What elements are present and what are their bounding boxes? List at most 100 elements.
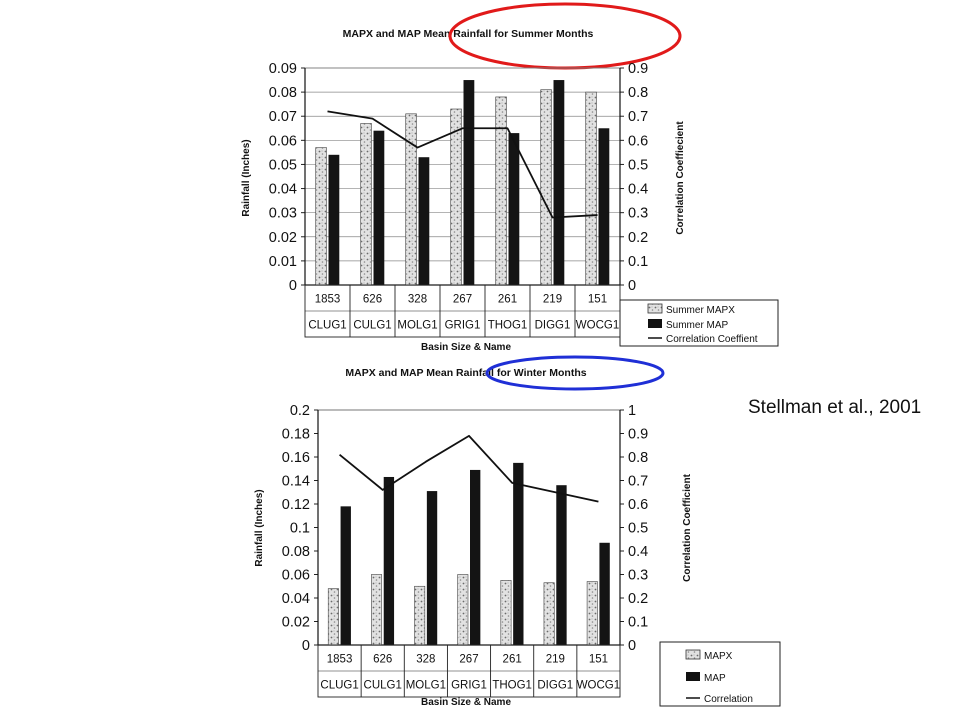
summer-basin-size-label: 626 [363, 294, 382, 306]
winter-bar-mapx [543, 582, 555, 646]
winter-bar-mapx [586, 581, 598, 646]
summer-correlation-line [327, 110, 598, 219]
winter-basin-name-label: CULG1 [364, 680, 402, 692]
summer-y2-tick-label: 0.3 [628, 206, 648, 222]
winter-chart: MAPX and MAP Mean Rainfall for Winter Mo… [254, 355, 781, 708]
summer-legend-mapx-swatch [647, 303, 663, 314]
winter-y-tick-label: 0.2 [290, 403, 310, 419]
winter-y2-tick-label: 0 [628, 638, 636, 654]
summer-basin-name-label: CULG1 [353, 320, 391, 332]
summer-basin-name-label: GRIG1 [445, 320, 481, 332]
summer-y2-tick-label: 0.6 [628, 133, 648, 149]
winter-y2-tick-label: 0.8 [628, 450, 648, 466]
summer-y-tick-label: 0.04 [269, 182, 297, 198]
winter-y-tick-label: 0 [302, 638, 310, 654]
summer-y2-axis-label: Correlation Coeffiecient [675, 121, 686, 235]
summer-y2-tick-label: 0.9 [628, 61, 648, 77]
summer-y-axis-label: Rainfall (Inches) [241, 139, 252, 216]
winter-plot-area: 0 0.02 0.04 0.06 0.08 0.1 0.12 0.14 0.16 0.18 0.2 0… [282, 403, 648, 698]
winter-legend-box [659, 641, 781, 707]
summer-legend-map-swatch [648, 319, 662, 328]
winter-y-tick-label: 0.18 [282, 427, 310, 443]
winter-bar-mapx [414, 585, 426, 646]
winter-chart-title: MAPX and MAP Mean Rainfall for Winter Mo… [345, 367, 586, 379]
summer-bar-map [328, 154, 340, 285]
winter-basin-name-label: CLUG1 [320, 680, 358, 692]
summer-y-tick-label: 0.02 [269, 230, 297, 246]
summer-x-axis-label: Basin Size & Name [421, 342, 511, 353]
summer-bar-mapx [585, 91, 597, 286]
winter-y2-tick-label: 0.2 [628, 591, 648, 607]
winter-basin-name-label: GRIG1 [451, 680, 487, 692]
summer-legend: Summer MAPX Summer MAP Correlation Coeff… [619, 299, 779, 347]
summer-basin-name-label: WOCG1 [576, 320, 619, 332]
winter-bar-map [556, 485, 567, 645]
summer-chart: MAPX and MAP Mean Rainfall for Summer Mo… [241, 2, 779, 353]
citation-text: Stellman et al., 2001 [748, 397, 922, 418]
summer-bar-mapx [540, 89, 552, 286]
winter-y2-tick-label: 0.9 [628, 427, 648, 443]
winter-y2-tick-label: 0.7 [628, 474, 648, 490]
winter-y-axis-label: Rainfall (Inches) [254, 489, 265, 566]
winter-basin-size-label: 151 [589, 654, 608, 666]
winter-legend: MAPX MAP Correlation [659, 641, 781, 707]
summer-bar-map [463, 80, 475, 285]
summer-bar-mapx [450, 108, 462, 286]
summer-bar-map [508, 133, 520, 285]
winter-bar-map [470, 469, 481, 645]
summer-basin-size-label: 219 [543, 294, 562, 306]
summer-chart-title: MAPX and MAP Mean Rainfall for Summer Mo… [343, 28, 594, 40]
summer-basin-name-label: DIGG1 [535, 320, 571, 332]
winter-legend-map-swatch [686, 672, 700, 681]
summer-basin-size-label: 151 [588, 294, 607, 306]
summer-bar-mapx [360, 123, 372, 286]
summer-y2-tick-label: 0 [628, 278, 636, 294]
winter-legend-mapx-label: MAPX [704, 651, 733, 662]
summer-plot-frame [304, 67, 621, 286]
winter-bar-map [383, 476, 395, 645]
summer-basin-name-label: CLUG1 [308, 320, 346, 332]
winter-bar-mapx [371, 574, 383, 646]
summer-basin-size-label: 267 [453, 294, 472, 306]
summer-legend-mapx-label: Summer MAPX [666, 305, 735, 316]
winter-y2-tick-label: 0.5 [628, 521, 648, 537]
summer-plot-area: 0 0.01 0.02 0.03 0.04 0.05 0.06 0.07 0.08 0.09 0 0.… [269, 61, 648, 338]
winter-legend-line-label: Correlation [704, 694, 753, 705]
winter-y2-tick-label: 1 [628, 403, 636, 419]
summer-bar-mapx [405, 113, 417, 286]
winter-y-tick-label: 0.12 [282, 497, 310, 513]
winter-y-tick-label: 0.16 [282, 450, 310, 466]
summer-y-tick-label: 0.05 [269, 157, 297, 173]
summer-y-tick-label: 0.01 [269, 254, 297, 270]
winter-basin-size-label: 626 [373, 654, 392, 666]
summer-basin-name-label: THOG1 [488, 320, 528, 332]
summer-bar-map [598, 128, 610, 285]
summer-basin-size-label: 328 [408, 294, 427, 306]
winter-legend-map-label: MAP [704, 673, 726, 684]
summer-y-tick-label: 0.08 [269, 85, 297, 101]
winter-bar-mapx [457, 574, 469, 646]
summer-y-tick-label: 0.07 [269, 109, 297, 125]
summer-basin-name-label: MOLG1 [397, 320, 437, 332]
winter-y2-tick-label: 0.4 [628, 544, 648, 560]
summer-y-tick-label: 0 [289, 278, 297, 294]
winter-y2-tick-label: 0.3 [628, 568, 648, 584]
summer-y2-tick-label: 0.2 [628, 230, 648, 246]
winter-highlight-ellipse [485, 355, 665, 391]
summer-basin-size-label: 261 [498, 294, 517, 306]
summer-y2-tick-label: 0.8 [628, 85, 648, 101]
summer-bar-mapx [495, 96, 507, 286]
winter-basin-name-label: DIGG1 [537, 680, 573, 692]
winter-y-tick-label: 0.14 [282, 474, 310, 490]
summer-bar-map [418, 157, 430, 285]
winter-basin-size-label: 1853 [327, 654, 353, 666]
winter-y-tick-label: 0.1 [290, 521, 310, 537]
winter-basin-size-label: 267 [459, 654, 478, 666]
summer-y-tick-label: 0.06 [269, 133, 297, 149]
summer-bar-mapx [315, 147, 327, 286]
winter-correlation-line [339, 434, 599, 503]
winter-bar-map [340, 506, 351, 645]
winter-x-axis-label: Basin Size & Name [421, 697, 511, 708]
winter-y2-tick-label: 0.1 [628, 615, 648, 631]
winter-bar-mapx [500, 580, 512, 646]
